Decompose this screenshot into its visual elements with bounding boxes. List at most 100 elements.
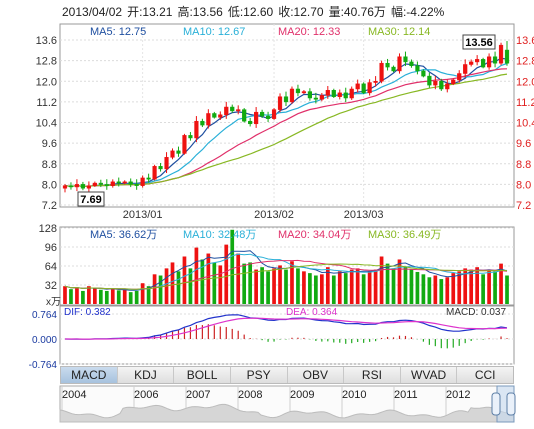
timeline-left-handle[interactable] (491, 392, 501, 416)
price-tick-right: 9.6 (516, 138, 531, 150)
tab-rsi[interactable]: RSI (344, 367, 401, 383)
volume-bar (98, 289, 103, 304)
candle (403, 51, 408, 67)
volume-bar (379, 256, 384, 304)
candle (277, 93, 283, 113)
price-yaxis-right: 13.6 12.8 12.0 11.2 10.4 9.6 8.8 8.0 7.2 (516, 35, 534, 212)
timeline-right-handle[interactable] (506, 392, 516, 416)
tab-cci[interactable]: CCI (474, 368, 496, 382)
tab-boll[interactable]: BOLL (174, 367, 231, 383)
volume-bar (266, 271, 270, 304)
candle (134, 179, 139, 190)
candle (200, 118, 205, 128)
candle (469, 59, 474, 67)
candle (182, 133, 187, 155)
volume-bar (463, 268, 468, 304)
candle (289, 86, 295, 104)
candle (110, 179, 115, 188)
candle (325, 86, 330, 99)
candle (301, 90, 307, 95)
candle (230, 104, 235, 113)
date-tick-label: 2013/02 (254, 209, 294, 221)
low-price-label: 7.69 (80, 194, 101, 206)
tab-psy[interactable]: PSY (231, 367, 288, 383)
price-tick-left: 9.6 (42, 138, 57, 150)
tab-wvad[interactable]: WVAD (401, 367, 458, 383)
price-tick-right: 10.4 (516, 118, 534, 130)
price-tick-right: 8.0 (516, 179, 531, 191)
candle (481, 57, 486, 69)
candle (307, 88, 312, 101)
volume-ma-legend: MA5: 36.62万 MA10: 32.48万 MA20: 34.04万 MA30:… (90, 229, 441, 241)
tab-kdj[interactable]: KDJ (118, 367, 175, 383)
date-tick-label: 2013/01 (123, 209, 163, 221)
candle (331, 88, 336, 98)
volume-legend-item: MA5: 36.62万 (90, 229, 157, 241)
volume-bar (325, 267, 330, 304)
candle (271, 108, 277, 120)
volume-bar (367, 271, 372, 304)
volume-bar (254, 269, 258, 304)
volume-bar (176, 271, 181, 304)
volume-bar (409, 269, 414, 304)
volume-bar (212, 262, 217, 304)
volume-bar (499, 263, 503, 304)
candle (146, 173, 151, 183)
volume-bar (457, 271, 462, 304)
volume-bar (182, 256, 187, 304)
candle (283, 91, 289, 106)
volume-bar (140, 283, 145, 304)
volume-ma-lines (64, 250, 508, 291)
quote-date: 2013/04/02 (62, 5, 123, 19)
volume-bar (284, 269, 288, 304)
timeline-years: 2004 2006 2007 2008 2009 2010 2011 2012 (61, 386, 470, 422)
candle (337, 89, 342, 100)
candle (486, 53, 492, 70)
volume-yaxis: 128 96 64 32 (39, 223, 57, 292)
candle (92, 181, 97, 187)
volume-bar (331, 275, 336, 304)
candle (295, 84, 301, 97)
volume-bar (200, 259, 205, 304)
timeline-year-label: 2006 (134, 389, 158, 401)
volume-bar (194, 247, 199, 304)
tab-macd[interactable]: MACD (61, 367, 118, 383)
candle (355, 79, 360, 93)
high-price-callout: 13.56 (462, 34, 496, 50)
volume-bar (451, 273, 456, 304)
candle (475, 55, 480, 66)
candle (236, 105, 241, 115)
price-tick-left: 8.8 (42, 159, 57, 171)
candle (104, 179, 109, 190)
candle (164, 152, 169, 174)
candle (492, 51, 498, 68)
timeline-year-label: 2007 (186, 389, 210, 401)
price-legend-item: MA5: 12.75 (90, 26, 146, 38)
candle (62, 184, 68, 193)
price-tick-right: 12.0 (516, 76, 534, 88)
volume-bar (481, 274, 485, 304)
volume-bar (349, 269, 354, 304)
volume-bar (373, 269, 378, 304)
volume-bar (248, 262, 253, 304)
volume-bar (122, 289, 127, 304)
candle (451, 78, 456, 86)
candle (98, 179, 103, 188)
tab-obv[interactable]: OBV (288, 367, 345, 383)
candle (498, 42, 504, 66)
volume-bar (93, 287, 97, 304)
volume-bar (421, 274, 426, 304)
volume-bar (469, 269, 474, 304)
timeline-year-label: 2004 (62, 389, 86, 401)
timeline-year-label: 2008 (238, 389, 262, 401)
candle (427, 72, 432, 88)
volume-bar (75, 287, 79, 304)
candle (128, 178, 133, 188)
candle (391, 65, 396, 73)
candle (86, 181, 91, 192)
volume-bar (81, 290, 85, 304)
candle (367, 79, 372, 96)
candle (313, 92, 318, 104)
candle (343, 87, 348, 103)
